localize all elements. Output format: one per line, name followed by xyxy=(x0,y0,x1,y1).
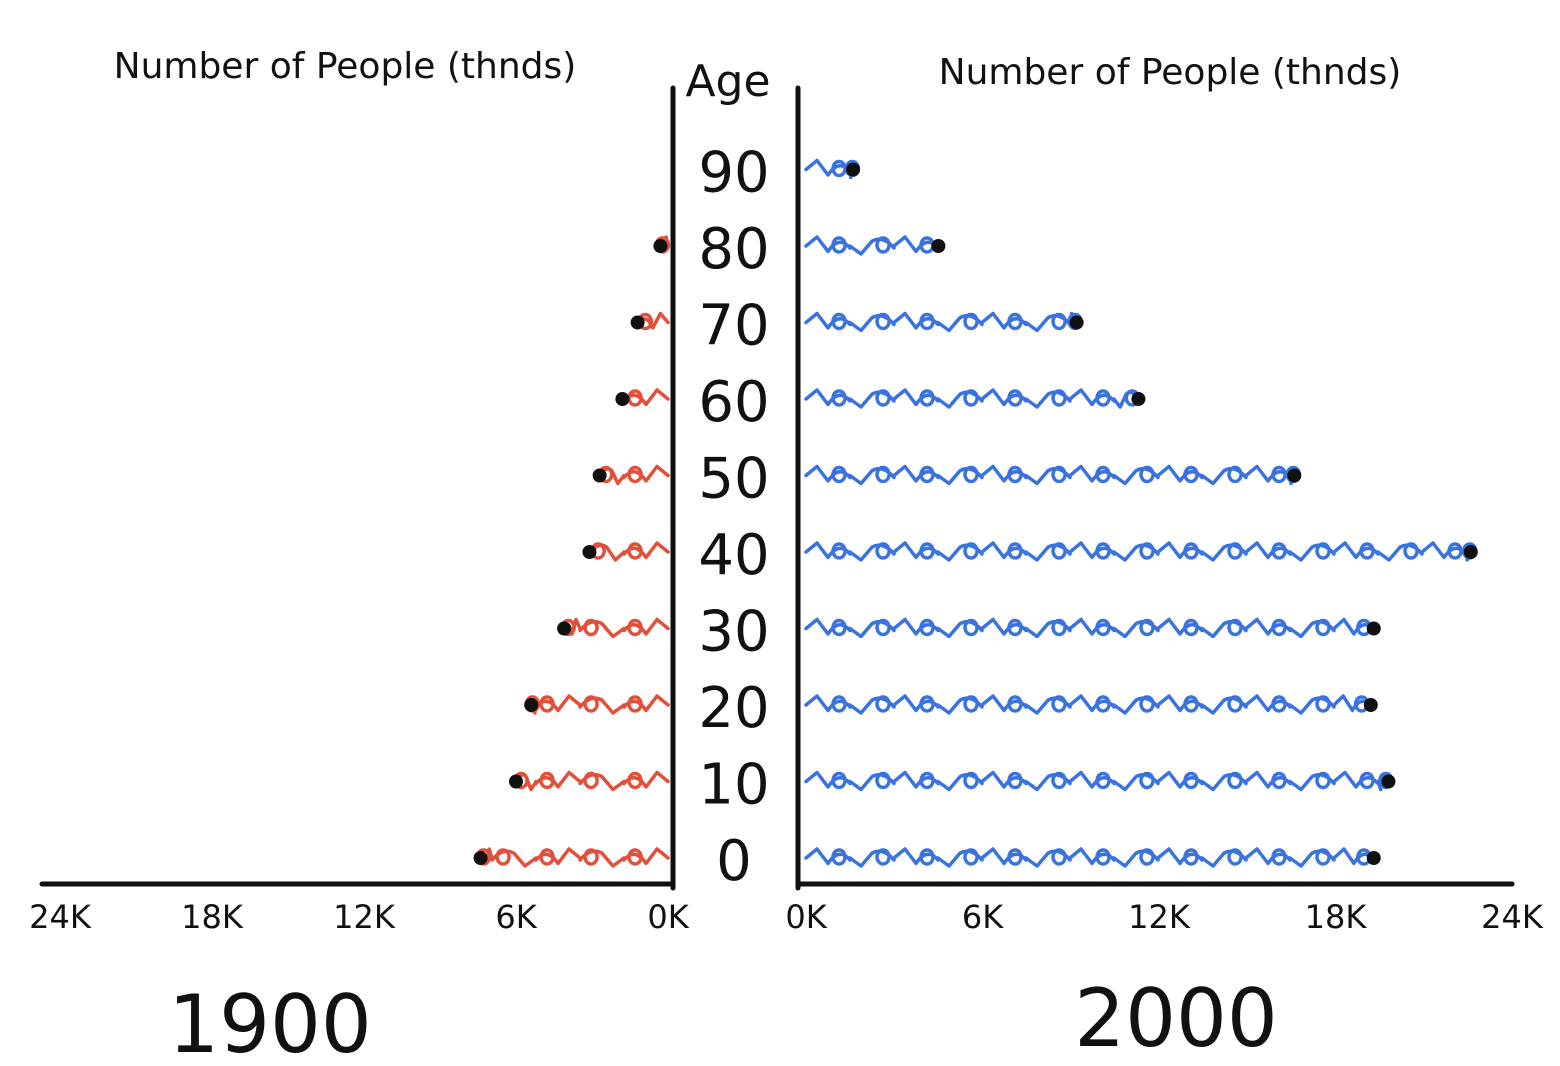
age-tick-label: 90 xyxy=(698,141,769,206)
left-endpoint-20 xyxy=(524,698,539,712)
right-bar-30 xyxy=(804,617,1376,639)
right-bar-70 xyxy=(804,311,1083,333)
age-tick-label: 40 xyxy=(698,523,769,588)
left-x-tick-label: 18K xyxy=(181,898,244,936)
right-endpoint-60 xyxy=(1131,392,1146,406)
left-endpoint-70 xyxy=(630,315,645,330)
left-endpoint-0 xyxy=(473,851,488,865)
left-x-tick-label: 0K xyxy=(647,898,689,936)
right-x-tick-label: 12K xyxy=(1128,898,1191,936)
age-tick-label: 50 xyxy=(698,447,769,512)
right-endpoint-80 xyxy=(931,239,946,253)
left-bar-20 xyxy=(524,694,670,715)
left-x-tick-label: 6K xyxy=(495,898,537,936)
age-tick-label: 80 xyxy=(698,217,769,282)
left-year-label: 1900 xyxy=(168,978,372,1066)
age-axis-title: Age xyxy=(685,56,770,107)
left-endpoint-80 xyxy=(653,239,668,253)
left-endpoint-50 xyxy=(592,468,607,483)
right-x-tick-label: 24K xyxy=(1481,898,1544,936)
right-bar-40 xyxy=(804,541,1478,562)
left-endpoint-10 xyxy=(509,774,523,789)
age-tick-label: 10 xyxy=(698,753,769,818)
right-x-tick-label: 0K xyxy=(785,898,827,936)
right-endpoint-70 xyxy=(1069,315,1084,330)
right-x-tick-label: 6K xyxy=(962,898,1004,936)
age-tick-label: 30 xyxy=(698,600,769,665)
left-endpoint-40 xyxy=(582,545,597,559)
left-endpoint-30 xyxy=(557,621,572,636)
right-bar-80 xyxy=(804,235,940,256)
right-endpoint-20 xyxy=(1363,698,1378,712)
left-axis-title: Number of People (thnds) xyxy=(114,46,577,87)
chart-marks: 0 10 20 30 40 50 60 70 80 90 24K 18K 12K 6K 0K 0K 6K 12K 1… xyxy=(29,141,1544,937)
left-bar-60 xyxy=(622,388,670,407)
right-endpoint-30 xyxy=(1366,621,1381,636)
right-x-tick-label: 18K xyxy=(1305,898,1368,936)
left-x-tick-label: 24K xyxy=(29,898,92,936)
left-endpoint-60 xyxy=(615,392,630,406)
right-bar-10 xyxy=(804,770,1394,792)
right-bar-90 xyxy=(804,158,861,180)
age-tick-label: 20 xyxy=(698,676,769,741)
right-axis-title: Number of People (thnds) xyxy=(939,52,1402,93)
right-bar-50 xyxy=(804,464,1302,486)
right-endpoint-0 xyxy=(1366,851,1381,865)
right-endpoint-90 xyxy=(846,162,861,177)
left-bar-0 xyxy=(475,847,670,868)
age-tick-label: 70 xyxy=(698,294,769,359)
right-endpoint-40 xyxy=(1463,545,1478,559)
age-tick-label: 0 xyxy=(716,829,752,894)
right-bar-60 xyxy=(804,388,1141,409)
left-bar-40 xyxy=(587,541,670,562)
left-bar-30 xyxy=(560,617,670,639)
right-bar-20 xyxy=(804,694,1373,715)
right-bar-0 xyxy=(804,847,1376,868)
right-endpoint-10 xyxy=(1381,774,1396,789)
age-tick-label: 60 xyxy=(698,370,769,435)
left-x-tick-label: 12K xyxy=(333,898,396,936)
left-bar-10 xyxy=(513,770,670,792)
left-bar-50 xyxy=(597,464,670,486)
right-year-label: 2000 xyxy=(1074,972,1278,1065)
right-endpoint-50 xyxy=(1287,468,1302,483)
